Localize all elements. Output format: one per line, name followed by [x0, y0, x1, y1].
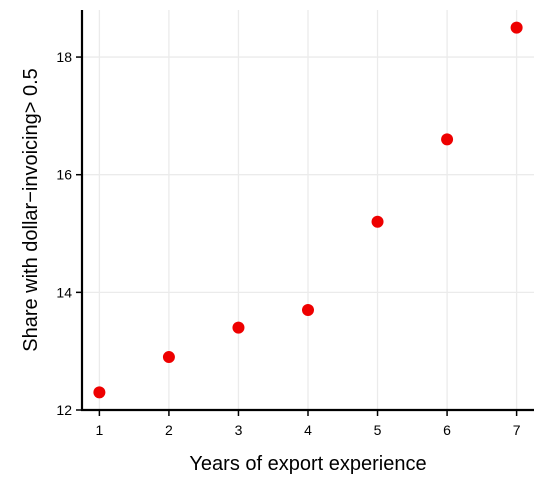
- data-point: [302, 304, 314, 316]
- x-tick-label: 4: [304, 422, 312, 438]
- data-points: [93, 21, 523, 399]
- y-tick-label: 12: [56, 402, 72, 418]
- data-point: [232, 321, 245, 334]
- x-tick-label: 5: [374, 422, 382, 438]
- grid-lines: [82, 10, 534, 411]
- y-tick-label: 14: [56, 284, 72, 300]
- x-tick-label: 7: [513, 422, 521, 438]
- y-axis-title: Share with dollar−invoicing> 0.5: [20, 68, 42, 352]
- x-tick-label: 3: [235, 422, 243, 438]
- x-tick-label: 1: [95, 422, 103, 438]
- data-point: [510, 21, 523, 34]
- data-point: [371, 215, 384, 228]
- y-tick-label: 18: [56, 49, 72, 65]
- data-point: [441, 133, 454, 146]
- x-tick-label: 6: [443, 422, 451, 438]
- data-point: [162, 351, 175, 364]
- data-point: [93, 386, 106, 399]
- x-axis-title: Years of export experience: [189, 453, 426, 475]
- x-tick-label: 2: [165, 422, 173, 438]
- y-tick-label: 16: [56, 167, 72, 183]
